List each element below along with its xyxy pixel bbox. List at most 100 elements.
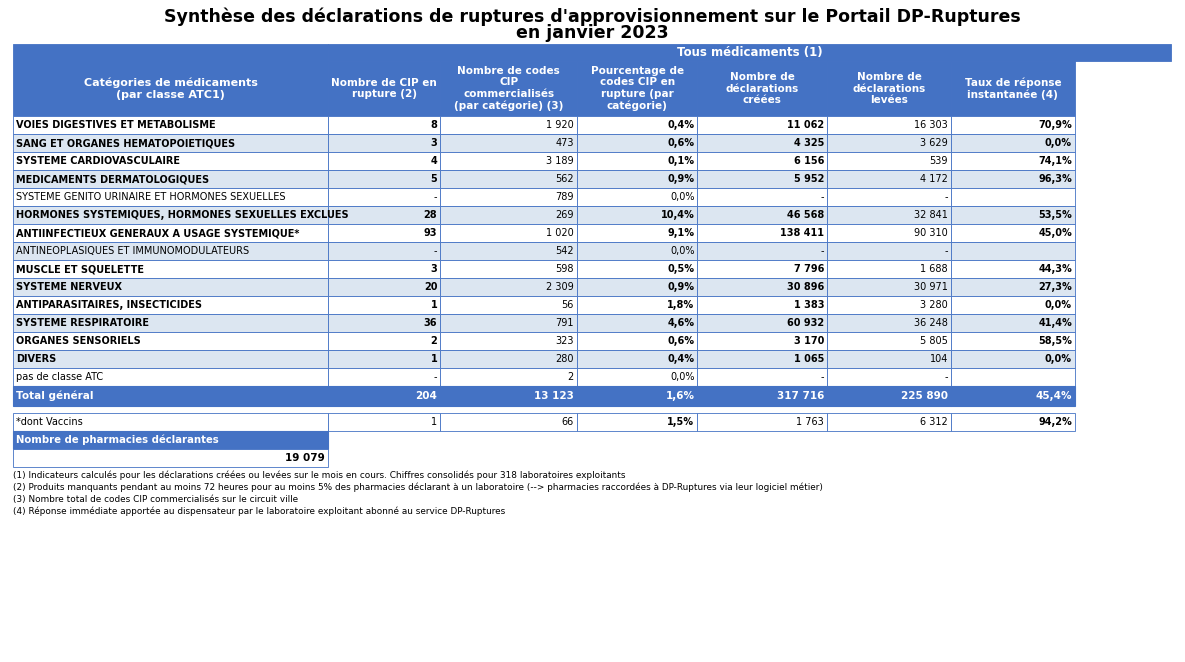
Text: Catégories de médicaments
(par classe ATC1): Catégories de médicaments (par classe AT… (84, 77, 257, 99)
Bar (441, 332, 577, 350)
Text: 0,0%: 0,0% (1045, 300, 1072, 310)
Text: 27,3%: 27,3% (1038, 282, 1072, 292)
Bar (13, 386, 328, 406)
Bar (827, 170, 952, 188)
Text: en janvier 2023: en janvier 2023 (515, 24, 668, 42)
Bar (827, 242, 952, 260)
Text: 96,3%: 96,3% (1038, 174, 1072, 184)
Text: pas de classe ATC: pas de classe ATC (17, 372, 103, 382)
Text: Nombre de codes
CIP
commercialisés
(par catégorie) (3): Nombre de codes CIP commercialisés (par … (454, 66, 563, 111)
Text: 1: 1 (430, 354, 437, 364)
Bar (328, 152, 441, 170)
Text: MUSCLE ET SQUELETTE: MUSCLE ET SQUELETTE (17, 264, 145, 274)
Text: -: - (944, 372, 948, 382)
Text: 1: 1 (430, 300, 437, 310)
Bar (577, 61, 698, 116)
Text: 0,0%: 0,0% (670, 192, 694, 202)
Text: 269: 269 (556, 210, 574, 220)
Text: 0,9%: 0,9% (667, 174, 694, 184)
Text: 1,8%: 1,8% (667, 300, 694, 310)
Bar (441, 170, 577, 188)
Text: 5 952: 5 952 (794, 174, 824, 184)
Text: (3) Nombre total de codes CIP commercialisés sur le circuit ville: (3) Nombre total de codes CIP commercial… (13, 495, 299, 504)
Bar (441, 314, 577, 332)
Bar (13, 206, 328, 224)
Bar (952, 413, 1075, 431)
Text: 0,4%: 0,4% (667, 120, 694, 130)
Text: 28: 28 (424, 210, 437, 220)
Bar (952, 260, 1075, 278)
Bar (577, 260, 698, 278)
Bar (827, 134, 952, 152)
Bar (441, 242, 577, 260)
Text: 13 123: 13 123 (534, 391, 574, 401)
Bar (441, 368, 577, 386)
Bar (952, 206, 1075, 224)
Text: 3 189: 3 189 (546, 156, 574, 166)
Bar (577, 368, 698, 386)
Bar (577, 224, 698, 242)
Bar (577, 296, 698, 314)
Bar (13, 368, 328, 386)
Bar (952, 314, 1075, 332)
Text: VOIES DIGESTIVES ET METABOLISME: VOIES DIGESTIVES ET METABOLISME (17, 120, 216, 130)
Bar (698, 170, 827, 188)
Bar (441, 116, 577, 134)
Text: 0,6%: 0,6% (667, 336, 694, 346)
Bar (441, 386, 577, 406)
Bar (952, 386, 1075, 406)
Bar (13, 332, 328, 350)
Text: 32 841: 32 841 (914, 210, 948, 220)
Text: 0,0%: 0,0% (670, 246, 694, 256)
Text: 539: 539 (929, 156, 948, 166)
Text: -: - (434, 372, 437, 382)
Text: 46 568: 46 568 (787, 210, 824, 220)
Text: 2: 2 (568, 372, 574, 382)
Text: 3: 3 (430, 138, 437, 148)
Text: Synthèse des déclarations de ruptures d'approvisionnement sur le Portail DP-Rupt: Synthèse des déclarations de ruptures d'… (164, 7, 1020, 26)
Bar (698, 152, 827, 170)
Bar (698, 206, 827, 224)
Text: 5 805: 5 805 (920, 336, 948, 346)
Text: -: - (434, 192, 437, 202)
Bar (952, 170, 1075, 188)
Bar (577, 386, 698, 406)
Text: HORMONES SYSTEMIQUES, HORMONES SEXUELLES EXCLUES: HORMONES SYSTEMIQUES, HORMONES SEXUELLES… (17, 210, 348, 220)
Bar (827, 260, 952, 278)
Bar (328, 44, 1171, 61)
Text: (2) Produits manquants pendant au moins 72 heures pour au moins 5% des pharmacie: (2) Produits manquants pendant au moins … (13, 483, 822, 493)
Bar (328, 134, 441, 152)
Text: 1 763: 1 763 (796, 417, 824, 427)
Bar (577, 278, 698, 296)
Text: 8: 8 (430, 120, 437, 130)
Text: ANTIINFECTIEUX GENERAUX A USAGE SYSTEMIQUE*: ANTIINFECTIEUX GENERAUX A USAGE SYSTEMIQ… (17, 228, 300, 238)
Bar (13, 314, 328, 332)
Text: 10,4%: 10,4% (660, 210, 694, 220)
Bar (577, 116, 698, 134)
Text: 19 079: 19 079 (286, 453, 325, 463)
Text: 5: 5 (430, 174, 437, 184)
Text: Nombre de
déclarations
créées: Nombre de déclarations créées (725, 72, 799, 105)
Bar (328, 413, 441, 431)
Text: 791: 791 (556, 318, 574, 328)
Bar (441, 260, 577, 278)
Text: 0,0%: 0,0% (1045, 354, 1072, 364)
Text: 4,6%: 4,6% (667, 318, 694, 328)
Text: SYSTEME CARDIOVASCULAIRE: SYSTEME CARDIOVASCULAIRE (17, 156, 180, 166)
Text: 204: 204 (416, 391, 437, 401)
Text: 317 716: 317 716 (776, 391, 824, 401)
Text: 66: 66 (562, 417, 574, 427)
Bar (328, 260, 441, 278)
Text: -: - (820, 192, 824, 202)
Bar (827, 296, 952, 314)
Text: MEDICAMENTS DERMATOLOGIQUES: MEDICAMENTS DERMATOLOGIQUES (17, 174, 209, 184)
Text: 6 156: 6 156 (794, 156, 824, 166)
Text: 0,0%: 0,0% (1045, 138, 1072, 148)
Bar (698, 368, 827, 386)
Bar (13, 44, 328, 116)
Text: 0,4%: 0,4% (667, 354, 694, 364)
Text: ANTIPARASITAIRES, INSECTICIDES: ANTIPARASITAIRES, INSECTICIDES (17, 300, 201, 310)
Bar (698, 296, 827, 314)
Text: 4: 4 (430, 156, 437, 166)
Bar (698, 278, 827, 296)
